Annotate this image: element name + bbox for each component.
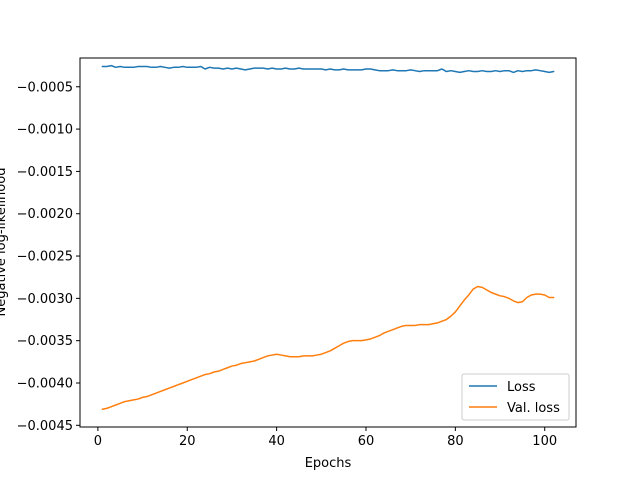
y-tick-label: −0.0005 bbox=[17, 80, 73, 95]
y-tick-label: −0.0040 bbox=[17, 376, 73, 391]
series-line-loss bbox=[101, 64, 555, 74]
y-axis: −0.0005 −0.0010 −0.0015 −0.0020 −0.0025 −0.00… bbox=[17, 80, 80, 434]
x-tick-label: 40 bbox=[268, 434, 285, 449]
y-tick-label: −0.0045 bbox=[17, 419, 73, 434]
series-line-val-loss bbox=[101, 285, 555, 410]
x-tick-label: 80 bbox=[447, 434, 464, 449]
plot-frame bbox=[79, 57, 577, 428]
y-tick-label: −0.0035 bbox=[17, 334, 73, 349]
x-tick-label: 100 bbox=[532, 434, 557, 449]
y-axis-label: Negative log-likelihood bbox=[0, 168, 9, 317]
x-axis-label: Epochs bbox=[305, 456, 352, 471]
series-layer bbox=[101, 64, 555, 410]
x-tick-label: 20 bbox=[179, 434, 196, 449]
legend-label-val-loss: Val. loss bbox=[507, 401, 560, 416]
y-tick-label: −0.0030 bbox=[17, 292, 73, 307]
y-tick-label: −0.0015 bbox=[17, 165, 73, 180]
y-tick-label: −0.0010 bbox=[17, 123, 73, 138]
legend-label-loss: Loss bbox=[507, 380, 536, 395]
y-tick-label: −0.0020 bbox=[17, 207, 73, 222]
y-tick-label: −0.0025 bbox=[17, 250, 73, 265]
legend: Loss Val. loss bbox=[461, 373, 570, 421]
x-axis: 0 20 40 60 80 100 bbox=[94, 427, 557, 449]
x-tick-label: 0 bbox=[94, 434, 102, 449]
x-tick-label: 60 bbox=[358, 434, 375, 449]
